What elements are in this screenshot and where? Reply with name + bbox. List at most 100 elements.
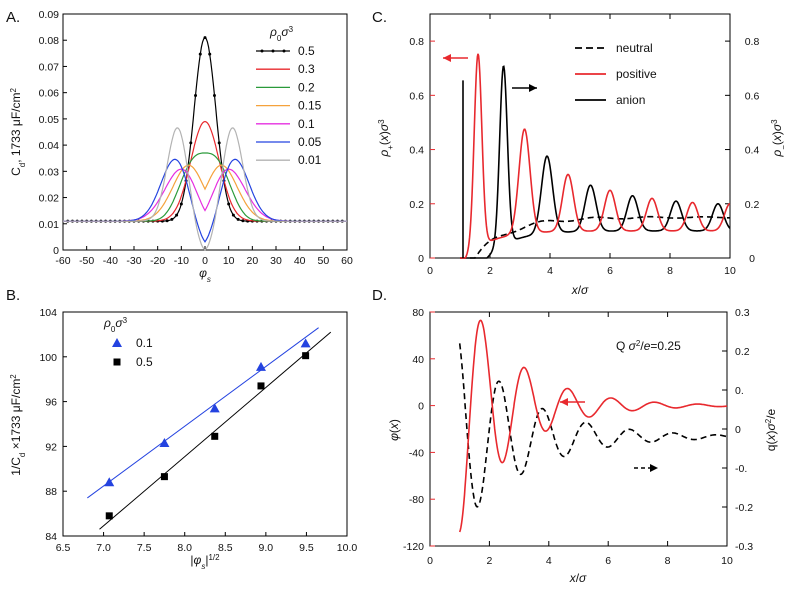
chart-a-legend-label-0.5: 0.5 — [298, 44, 315, 58]
chart-a-series-point — [212, 93, 216, 97]
chart-a-x-axis-label: φs — [199, 266, 211, 284]
panel-label-c: C. — [372, 9, 387, 26]
chart-a-series-line-0.01 — [63, 127, 347, 251]
chart-b-y-tick-label: 92 — [45, 441, 57, 453]
chart-b-point-triangle — [159, 438, 170, 448]
chart-b-point-square — [257, 382, 265, 390]
chart-b-x-tick-label: 6.5 — [56, 542, 71, 554]
chart-b-legend-marker-triangle — [112, 338, 122, 347]
panel-label-d: D. — [372, 287, 387, 304]
chart-d-arrow-right-head — [650, 464, 658, 472]
chart-b-x-tick-label: 9.0 — [259, 542, 274, 554]
chart-d-y-right-tick-label: -0. — [735, 463, 747, 475]
chart-a-series-point — [179, 202, 183, 206]
chart-b-legend-label-0.5: 0.5 — [136, 355, 153, 369]
chart-a-legend-marker — [271, 49, 275, 53]
chart-c-y-right-tick-label: 0.2 — [745, 199, 760, 211]
chart-b-x-tick-label: 9.5 — [299, 542, 314, 554]
chart-c-y-right-tick-label: 0.8 — [745, 36, 760, 48]
chart-c-legend-label-positive: positive — [616, 67, 657, 81]
chart-a-series-point — [203, 36, 207, 40]
chart-b-x-tick-label: 10.0 — [337, 542, 358, 554]
chart-b-point-triangle — [104, 477, 115, 487]
chart-a-series-point — [227, 202, 231, 206]
chart-d-y-right-tick-label: 0. — [735, 385, 744, 397]
chart-d-y-left-tick-label: -40 — [409, 447, 424, 459]
chart-d-y-left-tick-label: -120 — [403, 541, 424, 553]
chart-b-point-triangle — [300, 338, 311, 348]
chart-c-y-left-axis-label: ρ+(x)σ3 — [377, 119, 395, 158]
chart-a-series-point — [194, 93, 198, 97]
chart-a-series-point — [208, 52, 212, 56]
chart-d-series-line-potential — [458, 319, 728, 533]
chart-a-y-tick-label: 0.05 — [39, 114, 60, 126]
chart-c-legend-label-anion: anion — [616, 93, 645, 107]
chart-a-series-point — [217, 141, 221, 145]
chart-a-x-tick-label: -30 — [126, 255, 141, 267]
chart-b-inverse-capacitance: 6.5 7.0 7.5 8.0 8.5 9.0 9.5 10.0 84 88 92 96 100 104 |… — [9, 307, 358, 571]
chart-c-density-profiles: 0 2 4 6 8 10 0 0.2 0.4 0.6 0.8 0 0.2 0.4 0.6 0.8 x/σ ρ+(x… — [377, 13, 788, 297]
chart-b-point-square — [211, 432, 219, 440]
chart-c-series-line-neutral — [460, 215, 730, 259]
chart-b-y-tick-label: 104 — [39, 307, 57, 319]
chart-a-y-tick-label: 0.07 — [39, 61, 60, 73]
chart-a-series-point — [170, 217, 174, 221]
chart-d-y-right-axis-label: q(x)σ2/e — [764, 408, 779, 451]
chart-c-x-axis-label: x/σ — [571, 283, 589, 297]
chart-c-arrow-right-head — [529, 84, 537, 92]
chart-b-point-square — [302, 352, 310, 360]
chart-a-y-axis-label: Cd, 1733 μF/cm2 — [9, 88, 27, 176]
chart-b-point-triangle — [209, 403, 220, 413]
chart-c-y-left-tick-label: 0.4 — [409, 145, 424, 157]
chart-a-y-tick-label: 0 — [53, 245, 59, 257]
chart-c-y-left-tick-label: 0.2 — [409, 199, 424, 211]
chart-c-x-tick-label: 2 — [487, 265, 493, 277]
chart-c-series-line-positive — [460, 53, 731, 259]
chart-a-legend-label-0.15: 0.15 — [298, 99, 322, 113]
panel-label-a: A. — [6, 9, 20, 26]
chart-b-y-tick-label: 88 — [45, 486, 57, 498]
chart-c-x-tick-label: 8 — [667, 265, 673, 277]
chart-c-y-right-tick-label: 0 — [749, 253, 755, 265]
chart-d-x-tick-label: 4 — [546, 555, 552, 567]
chart-a-series-point — [175, 213, 179, 217]
chart-c-series-line-anion — [460, 65, 731, 259]
chart-a-y-tick-label: 0.03 — [39, 166, 60, 178]
chart-a-y-tick-label: 0.09 — [39, 9, 60, 21]
chart-a-legend-marker — [282, 49, 286, 53]
chart-a-series-point — [231, 213, 235, 217]
chart-c-x-tick-label: 4 — [547, 265, 553, 277]
chart-a-x-tick-label: 50 — [317, 255, 329, 267]
chart-b-point-square — [160, 473, 168, 481]
chart-b-point-triangle — [255, 361, 266, 371]
chart-d-arrow-left-head — [560, 398, 568, 406]
chart-b-frame — [62, 311, 348, 537]
panel-label-b: B. — [6, 287, 20, 304]
chart-c-y-left-tick-label: 0.8 — [409, 36, 424, 48]
chart-a-series-point — [236, 217, 240, 221]
chart-d-x-axis-label: x/σ — [569, 571, 587, 585]
chart-d-y-right-tick-label: 0.2 — [735, 346, 750, 358]
chart-a-legend-label-0.3: 0.3 — [298, 62, 315, 76]
chart-a-legend-label-0.05: 0.05 — [298, 135, 322, 149]
chart-a-capacitance-vs-potential: -60 -50 -40 -30 -20 -10 0 10 20 30 40 50 60 0 0.01 0.02… — [9, 9, 353, 284]
chart-b-point-square — [105, 512, 113, 520]
chart-c-x-tick-label: 0 — [427, 265, 433, 277]
chart-b-y-tick-label: 84 — [45, 531, 57, 543]
chart-d-annotation: Q σ2/e=0.25 — [616, 339, 681, 354]
chart-d-potential-and-charge: 0 2 4 6 8 10 -120 -80 -40 0 40 80 -0.3 -0.2 -0. 0 0. 0.2 0… — [387, 307, 778, 585]
chart-c-y-left-tick-label: 0 — [418, 253, 424, 265]
chart-b-x-tick-label: 8.5 — [218, 542, 233, 554]
chart-b-x-tick-label: 7.5 — [137, 542, 152, 554]
chart-d-x-tick-label: 0 — [427, 555, 433, 567]
chart-a-x-tick-label: -40 — [103, 255, 118, 267]
chart-a-x-tick-label: 60 — [341, 255, 353, 267]
chart-a-x-tick-label: 20 — [246, 255, 258, 267]
chart-a-series-line-0.05 — [63, 158, 347, 243]
chart-a-series-line-0.1 — [63, 168, 347, 222]
chart-a-legend-label-0.2: 0.2 — [298, 80, 315, 94]
chart-a-y-tick-label: 0.06 — [39, 88, 60, 100]
chart-a-x-tick-label: -10 — [174, 255, 189, 267]
chart-b-x-tick-label: 8.0 — [177, 542, 192, 554]
chart-c-x-tick-label: 6 — [607, 265, 613, 277]
